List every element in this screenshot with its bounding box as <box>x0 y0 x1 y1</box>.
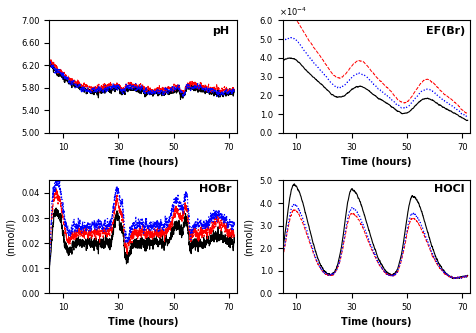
Text: pH: pH <box>212 26 229 36</box>
Y-axis label: (nmol/l): (nmol/l) <box>6 218 16 256</box>
Text: HOBr: HOBr <box>199 184 231 194</box>
Text: HOCl: HOCl <box>434 184 465 194</box>
X-axis label: Time (hours): Time (hours) <box>341 157 412 167</box>
Y-axis label: (nmol/l): (nmol/l) <box>244 218 254 256</box>
X-axis label: Time (hours): Time (hours) <box>108 157 178 167</box>
Text: EF(Br): EF(Br) <box>426 26 465 36</box>
X-axis label: Time (hours): Time (hours) <box>108 317 178 327</box>
Text: $\times10^{-4}$: $\times10^{-4}$ <box>279 6 307 18</box>
X-axis label: Time (hours): Time (hours) <box>341 317 412 327</box>
